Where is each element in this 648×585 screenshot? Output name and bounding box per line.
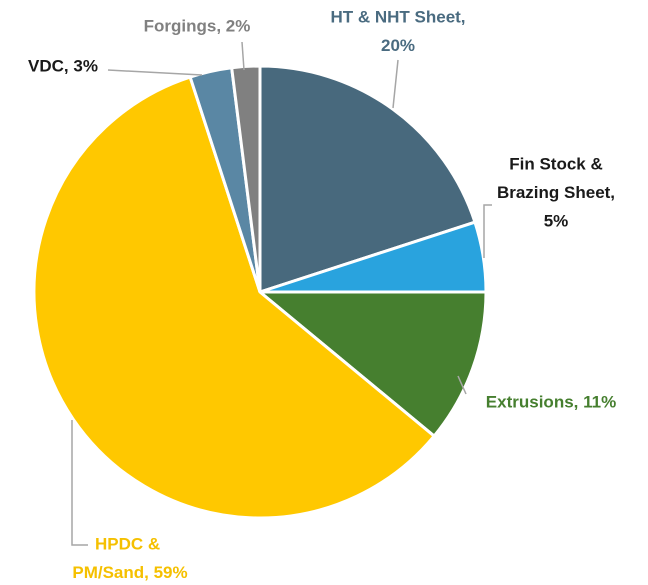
data-label: HT & NHT Sheet, [330,7,465,26]
leader-line [241,41,245,71]
data-label: Brazing Sheet, [497,183,615,202]
pie-slice [255,290,488,439]
data-label: HPDC & [95,534,160,553]
data-label: 20% [381,36,415,55]
data-label: Forgings, 2% [144,16,251,35]
data-label: PM/Sand, 59% [72,563,187,582]
leader-line [107,69,203,76]
data-label: Extrusions, 11% [486,392,616,411]
data-label: 5% [544,211,569,230]
data-label: Fin Stock & [509,154,603,173]
pie-slice [258,64,477,295]
leader-line [483,204,492,258]
leader-line [71,420,88,546]
leader-line [457,375,467,395]
pie-slice [32,75,437,520]
data-label: VDC, 3% [28,56,98,75]
leader-line [392,59,399,109]
pie-slice [229,64,262,293]
